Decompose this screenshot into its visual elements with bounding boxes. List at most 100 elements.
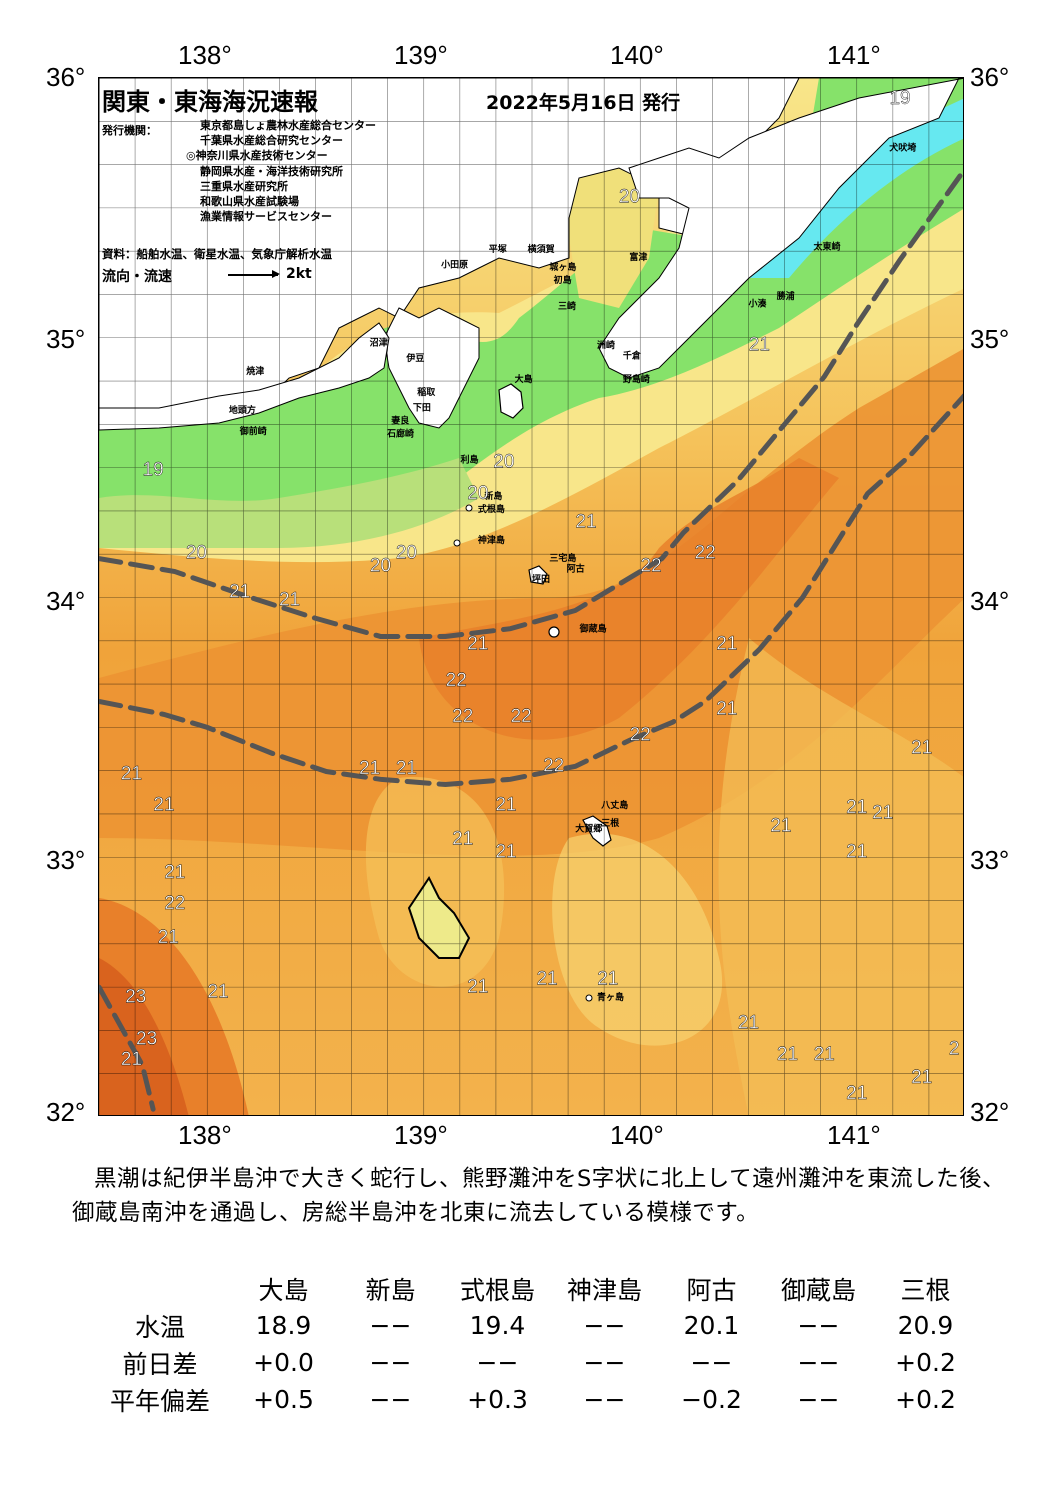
place-name-label: 八丈島 <box>600 799 628 811</box>
column-header: 大島 <box>258 1275 309 1305</box>
table-cell: −− <box>583 1311 626 1340</box>
place-name-label: 稲取 <box>417 386 436 398</box>
temperature-label: 22 <box>511 706 532 727</box>
sea-temperature-map: 犬吠埼 太東崎 勝浦 小湊 富津 平塚 横須賀 小田原 城ヶ島 初島 三崎 洲崎 千倉 野島崎 沼津 伊豆 焼津… <box>98 77 964 1116</box>
place-name-label: 横須賀 <box>528 243 555 255</box>
temperature-label: 21 <box>770 815 791 836</box>
lower-center-patch <box>552 833 723 1046</box>
table-cell: +0.2 <box>895 1348 956 1377</box>
table-cell: 18.9 <box>255 1311 312 1340</box>
temperature-label: 20 <box>493 452 514 473</box>
temperature-label: 21 <box>452 828 473 849</box>
temperature-label: 21 <box>495 794 516 815</box>
table-cell: +0.3 <box>467 1385 528 1414</box>
organization-item: 千葉県水産総合研究センター <box>200 134 343 148</box>
lon-label-bottom-139: 139° <box>394 1120 448 1150</box>
temperature-label: 21 <box>279 589 300 610</box>
temperature-label: 21 <box>911 737 932 758</box>
warm-water-core <box>419 458 839 740</box>
lon-label-top-138: 138° <box>178 40 232 70</box>
current-legend-arrow-icon <box>272 270 280 278</box>
temperature-label: 22 <box>452 706 473 727</box>
table-cell: −− <box>369 1385 412 1414</box>
column-header: 三根 <box>900 1275 951 1305</box>
island-oshima <box>498 383 524 419</box>
temperature-label: 21 <box>911 1067 932 1088</box>
kuroshio-axis-line <box>99 393 963 788</box>
temperature-label: 21 <box>846 1083 867 1104</box>
temperature-label: 2 <box>949 1039 960 1060</box>
issue-date: 2022年5月16日 発行 <box>486 92 681 114</box>
kuroshio-axis-line <box>99 984 156 1112</box>
temperature-label: 21 <box>158 927 179 948</box>
table-cell: −− <box>797 1385 840 1414</box>
organization-item: 和歌山県水産試験場 <box>200 195 299 209</box>
temperature-label: 21 <box>467 633 488 654</box>
temperature-label: 21 <box>814 1044 835 1065</box>
island-niijima <box>465 504 473 512</box>
data-source: 資料：船舶水温、衛星水温、気象庁解析水温 <box>102 247 332 261</box>
current-legend-arrow-line <box>228 274 278 276</box>
temperature-label: 19 <box>889 88 910 109</box>
lat-label-right-34: 34° <box>970 586 1010 616</box>
summary-text: 黒潮は紀伊半島沖で大きく蛇行し、熊野灘沖をS字状に北上して遠州灘沖を東流した後、… <box>72 1166 1006 1226</box>
temperature-label: 21 <box>846 841 867 862</box>
temperature-label: 21 <box>777 1044 798 1065</box>
temperature-label: 21 <box>846 797 867 818</box>
place-name-label: 太東崎 <box>812 240 840 252</box>
island-mikura <box>548 626 560 638</box>
lon-label-top-140: 140° <box>610 40 664 70</box>
island-kozushima <box>453 539 461 547</box>
table-cell: 20.1 <box>683 1311 740 1340</box>
organization-item: ◎神奈川県水産技術センター <box>186 149 328 163</box>
lat-label-left-32: 32° <box>46 1097 86 1127</box>
place-name-label: 利島 <box>460 453 479 465</box>
temperature-label: 20 <box>619 187 640 208</box>
organization-item: 東京都島しょ農林水産総合センター <box>200 119 376 132</box>
organizations-list: 東京都島しょ農林水産総合センター 千葉県水産総合研究センター ◎神奈川県水産技術… <box>186 118 376 224</box>
temperature-label: 22 <box>446 670 467 691</box>
place-name-label: 沼津 <box>370 337 388 349</box>
table-cell: −− <box>797 1311 840 1340</box>
place-name-label: 三崎 <box>558 300 576 312</box>
lat-label-left-33: 33° <box>46 845 86 875</box>
place-name-label: 富津 <box>629 251 647 263</box>
place-name-label: 阿古 <box>567 563 585 575</box>
lat-label-right-35: 35° <box>970 324 1010 354</box>
row-label: 平年偏差 <box>109 1386 210 1416</box>
temperature-label: 22 <box>164 893 185 914</box>
place-name-label: 下田 <box>413 402 431 413</box>
current-legend-value: 2kt <box>286 266 312 282</box>
organization-item: 三重県水産研究所 <box>200 179 288 193</box>
land-boso <box>598 78 963 379</box>
table-cell: +0.5 <box>253 1385 314 1414</box>
place-name-label: 小田原 <box>440 259 468 271</box>
temperature-label: 21 <box>153 794 174 815</box>
table-row: 平年偏差 +0.5 −− +0.3 −− −0.2 −− +0.2 <box>90 1381 979 1418</box>
table-cell: −− <box>369 1348 412 1377</box>
place-name-label: 犬吠埼 <box>888 142 916 154</box>
place-name-label: 初島 <box>554 274 572 286</box>
temperature-label: 21 <box>467 976 488 997</box>
temperature-label: 21 <box>121 763 142 784</box>
place-name-label: 御蔵島 <box>579 622 607 634</box>
table-cell: 19.4 <box>469 1311 526 1340</box>
table-cell: +0.0 <box>253 1348 314 1377</box>
table-cell: +0.2 <box>895 1385 956 1414</box>
temperature-label: 21 <box>576 511 597 532</box>
coastal-lightgreen-water <box>99 458 479 548</box>
table-cell: −− <box>583 1385 626 1414</box>
temperature-label: 21 <box>495 841 516 862</box>
table-corner <box>90 1270 230 1307</box>
column-header: 御蔵島 <box>780 1275 856 1305</box>
organization-item: 静岡県水産・海洋技術研究所 <box>200 164 343 178</box>
place-name-label: 焼津 <box>246 365 264 377</box>
table-cell: −− <box>797 1348 840 1377</box>
column-header: 神津島 <box>566 1275 642 1305</box>
temperature-label: 21 <box>749 335 770 356</box>
lat-label-left-36: 36° <box>46 62 86 92</box>
table-cell: −− <box>369 1311 412 1340</box>
temperature-label: 21 <box>716 633 737 654</box>
